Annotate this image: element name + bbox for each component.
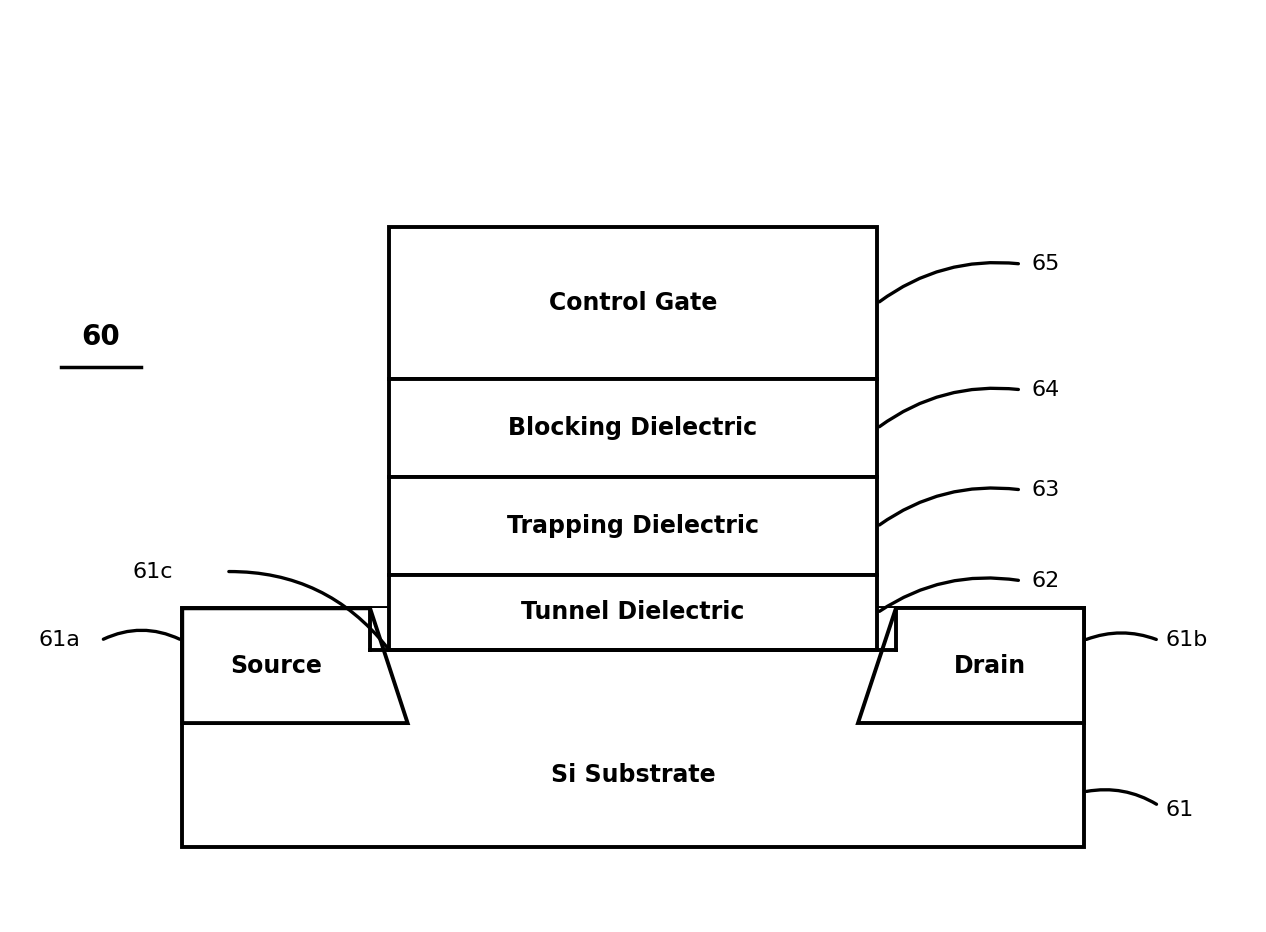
- Text: 60: 60: [81, 323, 120, 351]
- Text: 61c: 61c: [132, 562, 172, 582]
- Polygon shape: [182, 609, 408, 723]
- Text: Blocking Dielectric: Blocking Dielectric: [509, 416, 757, 440]
- Text: 64: 64: [1032, 380, 1060, 400]
- Text: 63: 63: [1032, 480, 1060, 500]
- Text: Tunnel Dielectric: Tunnel Dielectric: [522, 600, 744, 624]
- Polygon shape: [370, 609, 896, 650]
- Text: 61: 61: [1165, 801, 1194, 820]
- Bar: [389, 227, 877, 378]
- Text: 61a: 61a: [38, 630, 80, 651]
- Polygon shape: [858, 609, 1084, 723]
- Text: Si Substrate: Si Substrate: [551, 763, 715, 788]
- Text: Trapping Dielectric: Trapping Dielectric: [506, 514, 760, 538]
- Bar: [389, 378, 877, 477]
- Bar: [389, 575, 877, 650]
- Bar: [389, 477, 877, 575]
- Text: 65: 65: [1032, 254, 1060, 274]
- Text: 62: 62: [1032, 570, 1060, 591]
- Text: 61b: 61b: [1165, 630, 1208, 651]
- Bar: [182, 609, 1084, 847]
- Text: Control Gate: Control Gate: [549, 291, 717, 315]
- Text: Drain: Drain: [953, 653, 1025, 678]
- Text: Source: Source: [230, 653, 322, 678]
